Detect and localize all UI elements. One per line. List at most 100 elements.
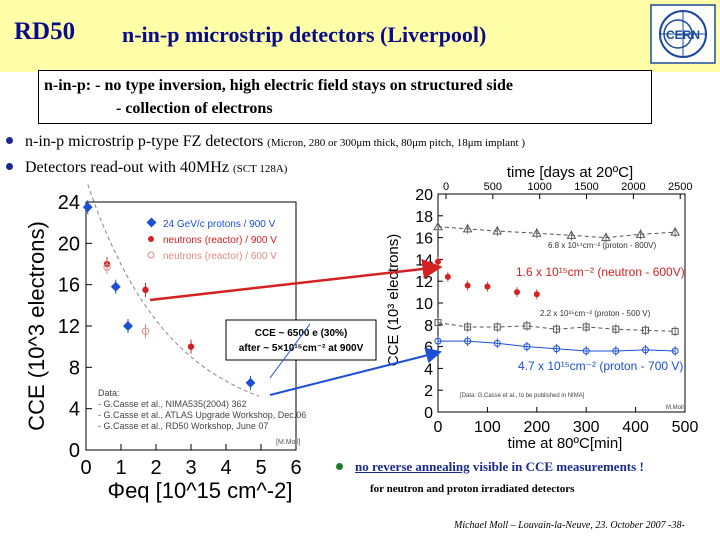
bullet-dot-icon: [6, 162, 13, 170]
left-data-point: [82, 202, 93, 213]
left-y-tick: 20: [58, 233, 80, 255]
legend-marker: [148, 236, 154, 242]
right-y-tick: 4: [424, 361, 433, 378]
right-top-tick: 1000: [527, 181, 551, 193]
right-top-tick: 1500: [574, 181, 598, 193]
bullet-2-main: Detectors read-out with 40MHz: [25, 159, 229, 176]
summary-line-2: - collection of electrons: [116, 100, 273, 117]
right-series-label: 6.8 x 10¹⁴cm⁻² (proton - 800V): [548, 241, 656, 250]
right-y-tick: 16: [415, 231, 433, 248]
callout-box: [225, 319, 377, 361]
left-x-tick: 5: [255, 457, 266, 479]
right-data-point: [641, 326, 649, 334]
right-data-point: [462, 223, 473, 233]
right-top-tick: 2500: [668, 181, 692, 193]
right-data-point: [514, 289, 521, 296]
right-series-label: 4.7 x 10¹⁵cm⁻² (proton - 700 V): [518, 359, 683, 373]
left-fit-curve: [87, 184, 260, 397]
right-data-point: [612, 325, 620, 333]
right-x-tick: 0: [434, 419, 443, 436]
bullet-1: n-in-p microstrip p-type FZ detectors (M…: [6, 133, 525, 151]
right-data-point: [531, 228, 542, 237]
header-bar: RD50 n-in-p microstrip detectors (Liverp…: [0, 0, 720, 72]
left-data-point: [142, 286, 149, 294]
left-data-point: [103, 263, 111, 271]
left-credit: [M.Moll]: [276, 439, 301, 446]
legend-marker: [146, 217, 157, 228]
left-data-point: [187, 343, 195, 350]
left-x-tick: 0: [80, 457, 91, 479]
left-data-source: - G.Casse et al., ATLAS Upgrade Workshop…: [98, 410, 306, 420]
legend-label: 24 GeV/c protons / 900 V: [163, 219, 276, 230]
right-y-tick: 10: [415, 296, 433, 313]
left-data-point: [141, 327, 150, 335]
right-data-point: [612, 347, 620, 355]
right-data-point: [566, 230, 577, 239]
cern-logo: CERN: [650, 4, 716, 64]
left-y-tick: 12: [58, 316, 80, 338]
right-data-point: [464, 337, 472, 345]
right-y-tick: 14: [415, 252, 433, 269]
legend-marker: [147, 251, 155, 259]
left-x-tick: 2: [150, 457, 161, 479]
right-data-point: [484, 283, 491, 290]
right-series-label: 2.2 x 10¹⁵cm⁻² (proton - 500 V): [540, 309, 651, 318]
right-ylabel: CCE (10³ electrons): [385, 234, 402, 367]
left-data-point: [245, 377, 256, 388]
right-data-source: [Data: G.Casse et al., to be published i…: [460, 393, 585, 399]
right-y-tick: 18: [415, 209, 433, 226]
right-x-tick: 400: [622, 419, 649, 436]
left-data-source: Data:: [98, 388, 120, 398]
right-y-tick: 6: [424, 340, 433, 357]
bullet-dot-icon: [6, 136, 13, 144]
bullet-2: Detectors read-out with 40MHz (SCT 128A): [6, 159, 287, 177]
right-top-tick: 500: [484, 181, 502, 193]
right-data-point: [434, 319, 442, 327]
summary-line-1: n-in-p: - no type inversion, high electr…: [44, 77, 514, 94]
right-data-point: [492, 226, 503, 235]
bullet-2-detail: (SCT 128A): [232, 163, 288, 175]
callout-line-2: after ~ 5×10¹⁵cm⁻² at 900V: [239, 343, 364, 354]
right-data-point: [464, 282, 471, 289]
right-data-point: [553, 345, 561, 353]
right-data-point: [523, 343, 531, 351]
right-data-point: [635, 229, 646, 238]
right-y-tick: 12: [415, 274, 433, 291]
left-y-tick: 24: [58, 192, 80, 214]
right-x-tick: 500: [672, 419, 699, 436]
right-y-tick: 8: [424, 318, 433, 335]
right-credit: M.Moll: [666, 405, 684, 411]
right-data-point: [601, 232, 611, 242]
left-x-tick: 3: [185, 457, 196, 479]
left-annotations: Data:- G.Casse et al., NIMA535(2004) 362…: [98, 388, 306, 446]
right-y-tick: 2: [424, 383, 433, 400]
left-y-tick: 8: [69, 357, 80, 379]
right-data-point: [582, 323, 590, 331]
note-line-1: no reverse annealing visible in CCE meas…: [336, 459, 644, 475]
right-data-point: [533, 291, 540, 298]
right-data-point: [523, 322, 531, 330]
left-data-point: [110, 281, 121, 292]
right-data-point: [641, 346, 649, 354]
right-data-point: [435, 258, 441, 265]
right-data-point: [671, 347, 679, 355]
right-data-point: [493, 339, 501, 347]
left-y-tick: 16: [58, 275, 80, 297]
legend-label: neutrons (reactor) / 900 V: [163, 235, 277, 246]
right-data-point: [434, 337, 442, 345]
footer: Michael Moll – Louvain-la-Neuve, 23. Oct…: [454, 520, 685, 531]
note-emphasis: no reverse annealing: [355, 459, 470, 474]
legend-label: neutrons (reactor) / 600 V: [163, 251, 277, 262]
green-bullet-icon: [336, 462, 343, 470]
left-data-source: - G.Casse et al., NIMA535(2004) 362: [98, 399, 247, 409]
rd50-logo-text: RD50: [14, 18, 76, 45]
right-series-label: 1.6 x 10¹⁵cm⁻² (neutron - 600V): [516, 265, 685, 279]
right-top-tick: 2000: [621, 181, 645, 193]
cern-logo-text: CERN: [666, 28, 700, 42]
right-x-tick: 200: [523, 419, 550, 436]
note-line-2: for neutron and proton irradiated detect…: [370, 483, 575, 495]
right-data-point: [444, 273, 451, 280]
left-x-tick: 6: [290, 457, 301, 479]
left-xlabel: Φeq [10^15 cm^-2]: [108, 478, 293, 503]
